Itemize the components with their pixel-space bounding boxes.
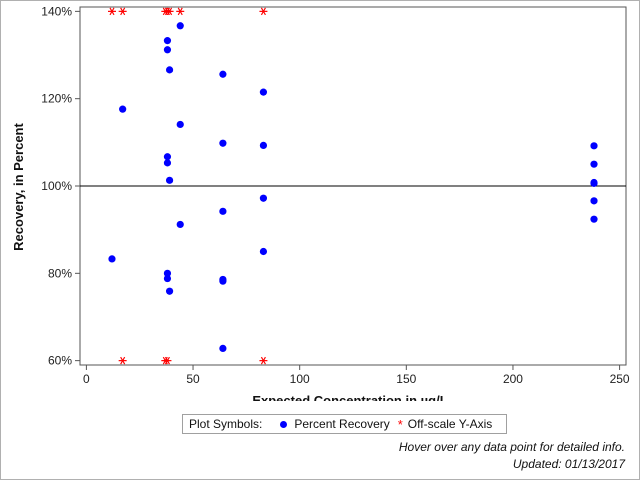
percent-recovery-point bbox=[590, 160, 598, 168]
y-tick-label: 120% bbox=[41, 92, 72, 106]
legend-label: Percent Recovery bbox=[294, 417, 390, 431]
x-tick-label: 100 bbox=[290, 372, 310, 386]
percent-recovery-point bbox=[176, 220, 184, 229]
percent-recovery-point bbox=[590, 215, 598, 223]
x-tick-label: 250 bbox=[610, 372, 630, 386]
percent-recovery-point bbox=[259, 194, 268, 202]
off-scale-point bbox=[118, 7, 127, 16]
off-scale-point bbox=[259, 7, 268, 16]
percent-recovery-point bbox=[590, 179, 598, 187]
off-scale-point bbox=[165, 7, 174, 16]
percent-recovery-point bbox=[165, 176, 174, 184]
percent-recovery-point bbox=[259, 88, 268, 96]
percent-recovery-point bbox=[163, 46, 172, 54]
off-scale-point bbox=[176, 7, 185, 16]
y-tick-label: 140% bbox=[41, 4, 72, 18]
off-scale-point bbox=[163, 356, 172, 365]
percent-recovery-point bbox=[163, 153, 172, 161]
percent-recovery-point bbox=[176, 120, 184, 129]
percent-recovery-point bbox=[219, 139, 227, 147]
legend: Plot Symbols: Percent Recovery * Off-sca… bbox=[182, 414, 508, 434]
off-scale-point bbox=[259, 356, 268, 365]
percent-recovery-point bbox=[219, 344, 227, 353]
percent-recovery-point bbox=[165, 66, 174, 74]
hover-footnote: Hover over any data point for detailed i… bbox=[398, 440, 625, 454]
percent-recovery-point bbox=[119, 105, 127, 113]
x-axis-title: Expected Concentration in µg/L bbox=[252, 393, 447, 401]
y-tick-label: 60% bbox=[48, 354, 72, 368]
percent-recovery-point bbox=[176, 22, 184, 30]
legend-label: Off-scale Y-Axis bbox=[407, 417, 493, 431]
percent-recovery-point bbox=[163, 269, 172, 277]
off-scale-point bbox=[107, 7, 116, 16]
percent-recovery-point bbox=[165, 287, 174, 295]
updated-footnote: Updated: 01/13/2017 bbox=[512, 457, 625, 471]
percent-recovery-point bbox=[219, 70, 227, 78]
x-tick-label: 50 bbox=[186, 372, 200, 386]
y-axis-title: Recovery, in Percent bbox=[11, 123, 26, 251]
percent-recovery-point bbox=[219, 207, 227, 215]
percent-recovery-point bbox=[259, 247, 268, 256]
asterisk-marker-icon: * bbox=[397, 416, 403, 432]
percent-recovery-point bbox=[259, 141, 268, 149]
legend-item-off-scale: * Off-scale Y-Axis bbox=[398, 417, 493, 431]
percent-recovery-point bbox=[590, 142, 598, 150]
legend-title: Plot Symbols: bbox=[189, 417, 263, 431]
percent-recovery-point bbox=[163, 274, 172, 283]
legend-item-percent-recovery: Percent Recovery bbox=[280, 417, 390, 431]
percent-recovery-point bbox=[108, 255, 116, 263]
y-tick-label: 100% bbox=[41, 179, 72, 193]
percent-recovery-point bbox=[163, 37, 172, 45]
scatter-plot: 0 50 100 150 200 250 60% 80% 100% 120% 140% Recove… bbox=[11, 4, 630, 401]
circle-marker-icon bbox=[280, 420, 288, 428]
percent-recovery-point bbox=[219, 277, 227, 285]
x-tick-label: 200 bbox=[503, 372, 523, 386]
x-tick-label: 0 bbox=[83, 372, 90, 386]
y-tick-label: 80% bbox=[48, 266, 72, 280]
x-tick-label: 150 bbox=[396, 372, 416, 386]
percent-recovery-point bbox=[163, 159, 172, 167]
percent-recovery-point bbox=[590, 197, 598, 205]
off-scale-point bbox=[118, 356, 127, 365]
